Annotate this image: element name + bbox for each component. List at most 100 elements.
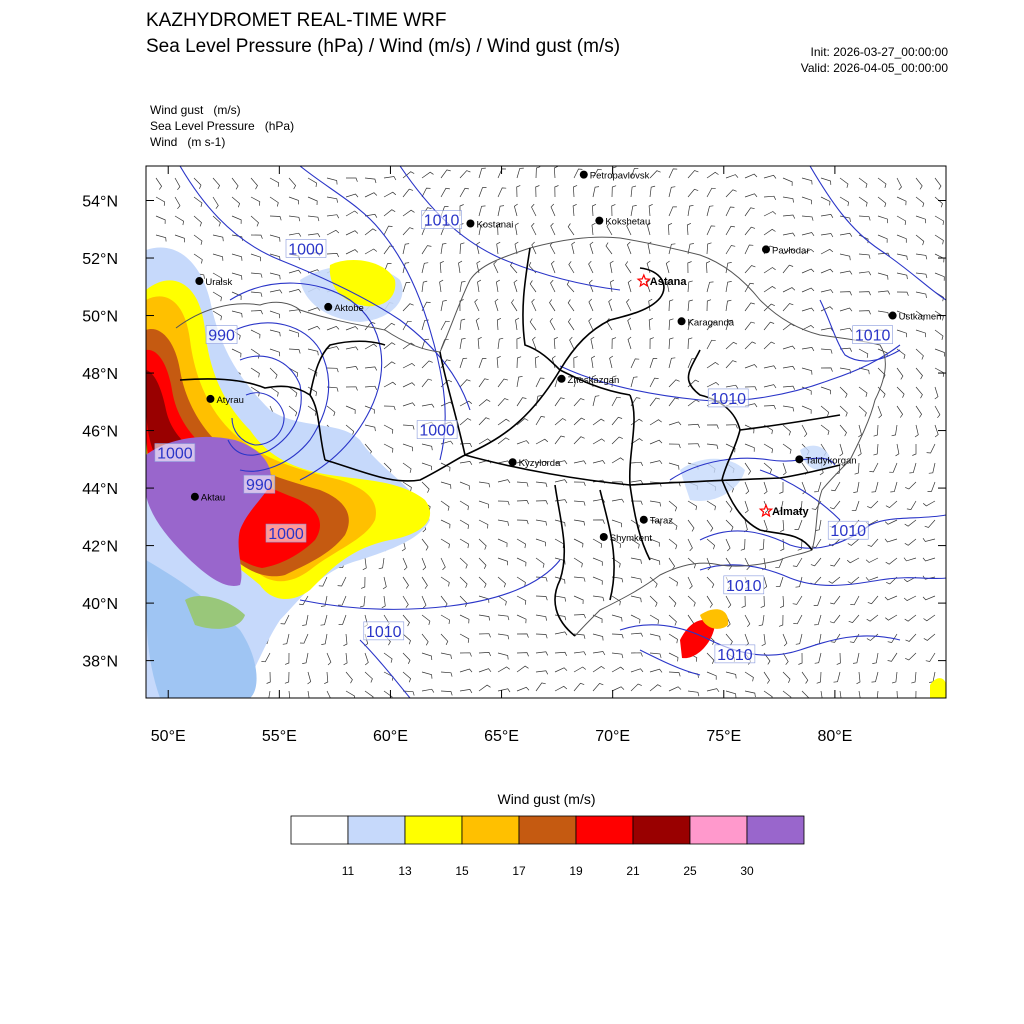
wind-barb [649,419,662,426]
wind-barb [573,557,583,568]
wind-barb [554,397,565,407]
wind-barb [744,671,754,682]
wind-barb [193,234,203,245]
wind-barb [475,317,480,331]
city-label: Aktobe [334,303,364,314]
wind-barb [573,500,586,506]
wind-barb [250,253,262,262]
wind-barb [212,253,224,261]
colorbar-swatch [689,815,748,845]
cities: Petropavlovsk Kostanai Kokshetau Pavlodar As… [190,170,941,544]
wind-barb [266,671,271,684]
oblast-border [464,454,841,486]
wind-barb [744,462,752,475]
wind-barb [649,439,663,445]
wind-barb [763,267,776,274]
city-marker [599,532,608,541]
wind-barb [630,595,642,603]
wind-barb [725,206,735,217]
colorbar-swatch [290,815,349,845]
isobar-label: 1010 [726,578,762,595]
wind-barb [516,633,529,638]
wind-barb [896,177,902,191]
wind-barb [383,443,394,453]
wind-barb [269,310,281,319]
wind-barb [383,381,397,388]
wind-barb [568,261,575,274]
wind-barb [611,633,624,639]
wind-barb [516,665,529,673]
wind-barb [459,689,473,694]
wind-barb [820,248,834,255]
wind-barb [497,337,504,350]
wind-barb [608,298,613,312]
wind-barb [497,479,511,484]
wind-barb [458,260,463,274]
wind-barb [687,500,697,511]
wind-barb [212,272,222,283]
wind-barb [478,614,491,621]
colorbar [290,815,805,845]
isobar-label: 1000 [288,241,324,258]
wind-barb [478,399,491,407]
wind-barb [630,376,638,388]
wind-barb [914,424,919,438]
wind-barb [763,481,768,495]
wind-barb [687,280,693,293]
wind-barb [706,205,714,217]
wind-barb [839,196,849,207]
wind-barb [588,260,594,274]
wind-barb [725,424,738,429]
wind-barb [497,378,508,388]
wind-barb [867,595,879,605]
wind-barb [839,690,842,698]
wind-barb [567,223,575,236]
wind-barb [337,576,347,587]
city-label: Kokshetau [605,217,650,228]
wind-barb [383,225,393,236]
wind-barb [649,397,660,407]
isobar [299,559,561,610]
wind-barb [402,614,410,627]
isobar [227,355,302,456]
lon-tick-label: 60°E [373,728,408,745]
colorbar-label: 25 [683,864,697,878]
wind-barb [630,205,637,217]
wind-barb [797,500,803,513]
wind-barb [516,614,527,624]
wind-barb [364,192,378,198]
wind-barb [440,595,448,608]
wind-barb [269,234,281,242]
city-marker [466,219,475,228]
wind-barb [611,595,621,606]
wind-barb [895,443,900,457]
oblast-border [554,484,576,637]
wind-barb [573,633,586,639]
wind-barb [343,633,348,647]
wind-barb [839,291,852,296]
wind-barb [421,171,434,179]
wind-barb [706,299,712,312]
wind-barb [611,375,617,388]
wind-barb [668,576,678,587]
wind-barb [873,443,879,456]
wind-barb [440,379,453,388]
wind-barb [478,500,489,509]
wind-barb [763,500,769,514]
wind-barb [761,633,766,647]
wind-barb [871,481,879,493]
wind-barb [775,576,784,588]
wind-barb [402,362,416,369]
wind-barb [535,481,548,488]
wind-barb [797,538,803,551]
wind-barb [535,519,547,526]
wind-barb [573,436,585,445]
wind-barb [858,196,868,207]
wind-barb [421,595,427,609]
wind-barb [326,690,331,698]
city-label: Petropavlovsk [590,171,650,182]
isobar [179,166,471,411]
wind-barb [402,188,414,198]
wind-barb [193,177,202,189]
isobar-label: 1010 [424,213,460,230]
